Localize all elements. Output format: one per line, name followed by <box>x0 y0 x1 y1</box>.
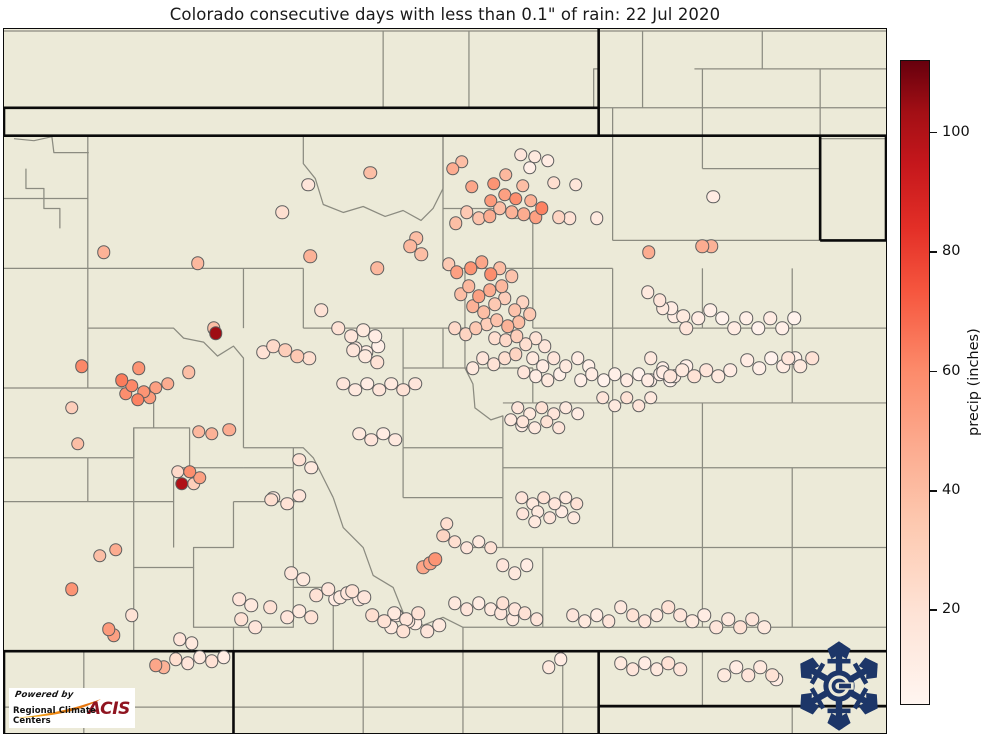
acis-logo[interactable]: Powered by ACIS Regional Climate Centers <box>9 688 135 728</box>
state-boundaries <box>4 29 886 733</box>
colorbar-tick-mark <box>930 370 937 373</box>
colorbar-tick-label: 60 <box>942 362 961 379</box>
colorado-basemap <box>4 29 886 733</box>
map-panel[interactable] <box>3 28 887 734</box>
snowflake-icon <box>800 641 878 731</box>
colorbar-tick-mark <box>930 490 937 492</box>
colorbar-tick-mark <box>930 131 937 134</box>
colorbar-gradient[interactable] <box>900 60 930 705</box>
colorbar[interactable]: 100 80 60 40 20 precip (inches) <box>900 60 988 720</box>
colorbar-tick-label: 100 <box>942 123 970 140</box>
colorbar-label: precip (inches) <box>966 328 982 437</box>
colorbar-tick-label: 40 <box>942 482 961 498</box>
colorbar-tick-mark <box>930 251 937 253</box>
colorbar-tick-mark <box>930 609 937 612</box>
colorbar-tick-label: 20 <box>942 601 961 618</box>
acis-name-text: ACIS <box>87 699 130 719</box>
acis-subtitle-text: Regional Climate Centers <box>13 706 96 726</box>
colorbar-tick-label: 80 <box>942 243 961 260</box>
figure-title: Colorado consecutive days with less than… <box>169 4 721 24</box>
acis-powered-by-text: Powered by <box>14 690 75 700</box>
